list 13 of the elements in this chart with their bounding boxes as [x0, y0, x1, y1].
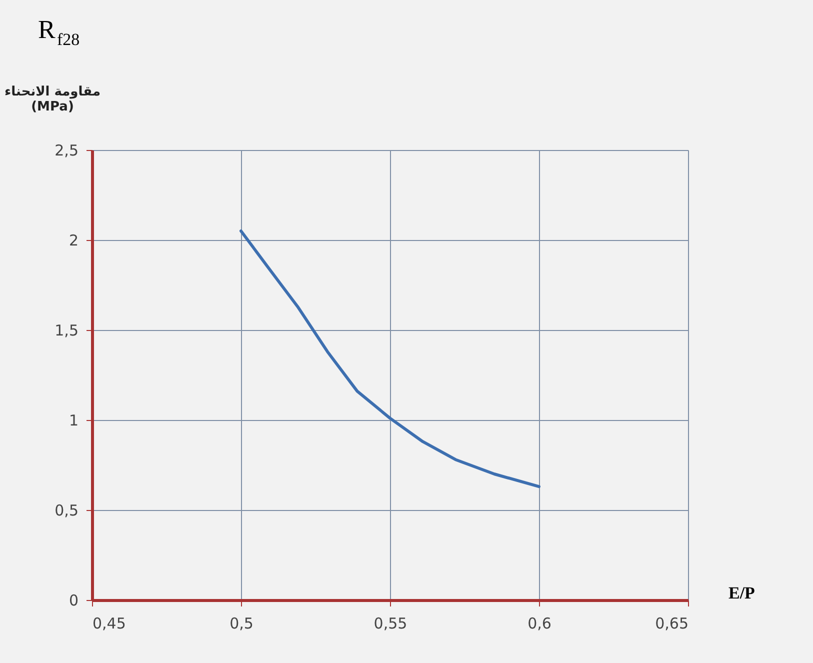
- x-tick-label: 0,5: [230, 614, 254, 632]
- y-tick-label: 1,5: [54, 322, 78, 340]
- y-tick-label: 0: [68, 592, 78, 610]
- y-tick-label: 0,5: [54, 502, 78, 520]
- x-tick-label: 0,45: [92, 614, 126, 632]
- y-tick-label: 1: [68, 412, 78, 430]
- line-series: [240, 230, 540, 488]
- x-tick-label: 0,6: [528, 614, 552, 632]
- y-tick-label: 2: [68, 232, 78, 250]
- x-tick-label: 0,55: [374, 614, 408, 632]
- x-axis-title: E/P: [728, 584, 755, 602]
- x-tick-label: 0,65: [655, 614, 688, 632]
- y-tick-label: 2,5: [54, 142, 78, 160]
